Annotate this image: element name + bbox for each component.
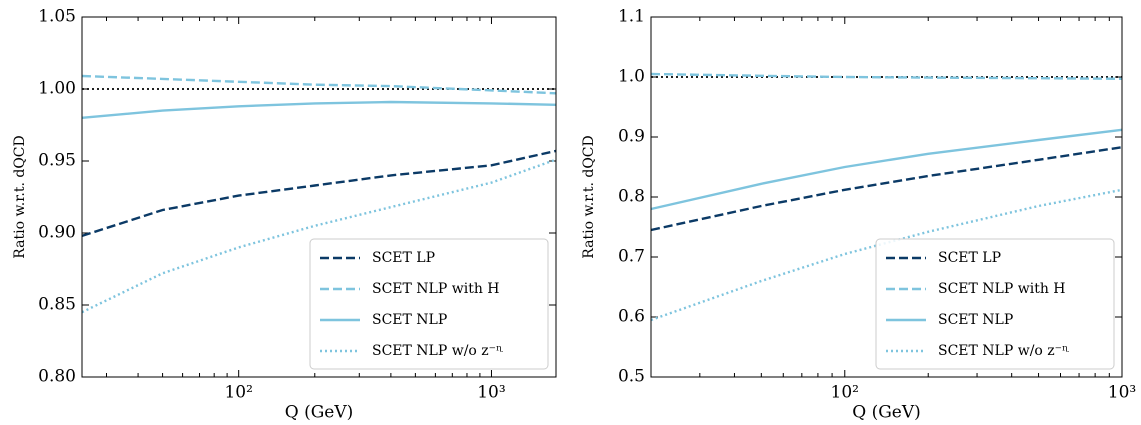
y-tick-label: 1.0 [618, 67, 645, 87]
y-tick-label: 0.95 [38, 151, 76, 171]
series-line [81, 149, 557, 238]
y-tick-label: 0.90 [38, 223, 76, 243]
series-line [81, 100, 557, 119]
y-tick-label: 1.05 [38, 7, 76, 27]
y-tick-label: 0.8 [618, 187, 645, 207]
legend-label: SCET LP [938, 250, 1001, 266]
legend-label: SCET NLP with H [938, 281, 1066, 297]
y-tick-label: 1.1 [618, 7, 645, 27]
y-tick-label: 0.6 [618, 307, 645, 327]
series-line [81, 74, 557, 95]
x-tick-label: 10² [831, 383, 859, 403]
legend-box [875, 238, 1115, 370]
x-axis-label: Q (GeV) [285, 403, 354, 423]
y-axis-label: Ratio w.r.t. dQCD [12, 135, 28, 258]
legend-label: SCET NLP w/o z⁻ᶯ [372, 343, 503, 359]
plot-frame [81, 16, 557, 378]
y-axis-label: Ratio w.r.t. dQCD [581, 135, 597, 258]
legend-label: SCET LP [372, 250, 435, 266]
y-tick-label: 1.00 [38, 79, 76, 99]
legend-label: SCET NLP [938, 312, 1013, 328]
legend-box [309, 238, 549, 370]
plot-frame [650, 16, 1123, 378]
series-line [650, 128, 1123, 211]
series-line [650, 146, 1123, 232]
y-tick-label: 0.9 [618, 127, 645, 147]
y-tick-label: 0.5 [618, 367, 645, 387]
series-line [650, 72, 1123, 80]
legend-label: SCET NLP w/o z⁻ᶯ [938, 343, 1069, 359]
y-tick-label: 0.80 [38, 367, 76, 387]
x-tick-label: 10³ [477, 383, 505, 403]
y-tick-label: 0.85 [38, 295, 76, 315]
x-tick-label: 10² [224, 383, 252, 403]
legend-label: SCET NLP [372, 312, 447, 328]
y-tick-label: 0.7 [618, 247, 645, 267]
series-line [81, 158, 557, 314]
x-tick-label: 10³ [1108, 383, 1136, 403]
x-axis-label: Q (GeV) [852, 403, 921, 423]
legend-label: SCET NLP with H [372, 281, 500, 297]
